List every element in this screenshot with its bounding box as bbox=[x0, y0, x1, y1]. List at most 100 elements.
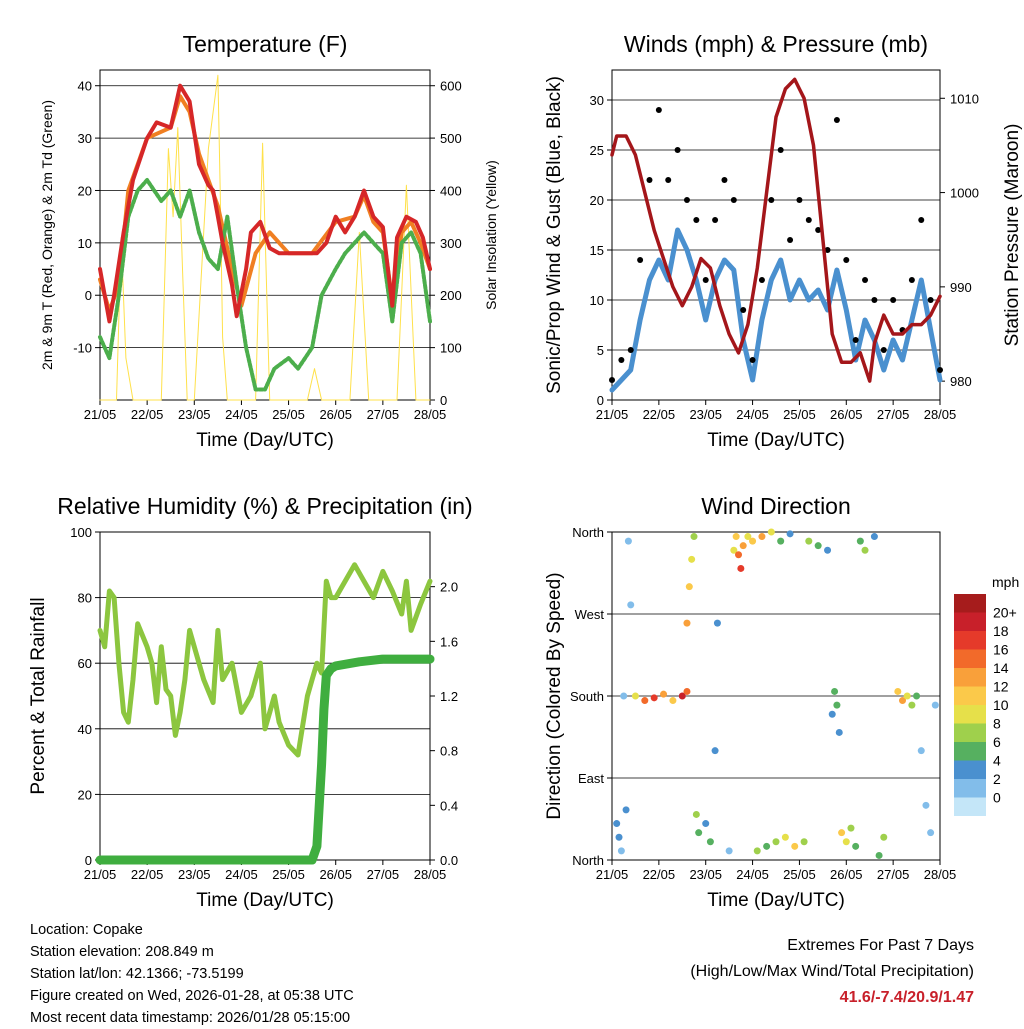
temperature-xtick-label: 24/05 bbox=[225, 407, 258, 422]
direction-ytick-label: East bbox=[578, 771, 604, 786]
direction-point bbox=[931, 701, 939, 709]
direction-xtick-label: 28/05 bbox=[924, 867, 957, 882]
direction-point bbox=[706, 838, 714, 846]
humidity-xtick-label: 28/05 bbox=[414, 867, 447, 882]
winds-gust-point bbox=[880, 347, 887, 353]
direction-point bbox=[833, 701, 841, 709]
direction-ytick-label: West bbox=[575, 607, 605, 622]
winds-series-wind bbox=[609, 227, 943, 393]
winds-gust-point bbox=[665, 177, 672, 183]
humidity-ylabel: Percent & Total Rainfall bbox=[28, 597, 49, 794]
winds-ytick-right-label: 990 bbox=[950, 280, 972, 295]
temperature-series-solar-insolation bbox=[99, 74, 431, 401]
temperature-ytick-right-label: 100 bbox=[440, 341, 462, 356]
direction-frame bbox=[611, 531, 941, 861]
direction-point bbox=[800, 838, 808, 846]
humidity-ytick-right-label: 1.2 bbox=[440, 689, 458, 704]
temperature-xtick-label: 25/05 bbox=[272, 407, 305, 422]
humidity-ytick-label: 100 bbox=[70, 525, 92, 540]
colorbar-swatch bbox=[954, 705, 986, 724]
humidity-xtick-label: 24/05 bbox=[225, 867, 258, 882]
direction-ytick-label: North bbox=[572, 525, 604, 540]
winds-xtick-label: 27/05 bbox=[877, 407, 910, 422]
direction-point bbox=[735, 551, 743, 559]
colorbar-label: 16 bbox=[993, 642, 1009, 658]
direction-point bbox=[732, 533, 740, 541]
temperature-series-9m-t bbox=[98, 94, 432, 313]
colorbar-label: 20+ bbox=[993, 605, 1017, 621]
direction-point bbox=[737, 564, 745, 572]
winds-gust-point bbox=[796, 197, 803, 203]
direction-point bbox=[824, 546, 832, 554]
winds-gust-point bbox=[890, 297, 897, 303]
colorbar-label: 0 bbox=[993, 790, 1001, 806]
colorbar-swatch bbox=[954, 594, 986, 613]
colorbar-swatch bbox=[954, 686, 986, 705]
temperature-series-2m-t bbox=[98, 83, 432, 324]
winds-xtick-label: 22/05 bbox=[643, 407, 676, 422]
humidity-ytick-label: 20 bbox=[78, 787, 92, 802]
winds-xtick-label: 21/05 bbox=[596, 407, 629, 422]
humidity-ytick-right-label: 2.0 bbox=[440, 580, 458, 595]
colorbar-swatch bbox=[954, 668, 986, 687]
temperature-ytick-right-label: 200 bbox=[440, 288, 462, 303]
winds-xtick-label: 24/05 bbox=[736, 407, 769, 422]
colorbar-label: 10 bbox=[993, 697, 1009, 713]
temperature-ytick-label: 40 bbox=[78, 79, 92, 94]
winds-ylabel: Sonic/Prop Wind & Gust (Blue, Black) bbox=[544, 76, 565, 394]
direction-point bbox=[749, 537, 757, 545]
winds-ytick-label: 15 bbox=[590, 243, 604, 258]
direction-xtick-label: 22/05 bbox=[643, 867, 676, 882]
winds-gust-point bbox=[655, 107, 662, 113]
direction-point bbox=[624, 537, 632, 545]
winds-gust-point bbox=[908, 277, 915, 283]
direction-point bbox=[753, 847, 761, 855]
temperature-ylabel: 2m & 9m T (Red, Orange) & 2m Td (Green) bbox=[39, 100, 55, 370]
direction-point bbox=[622, 806, 630, 814]
direction-point bbox=[856, 537, 864, 545]
direction-point bbox=[683, 619, 691, 627]
direction-point bbox=[838, 829, 846, 837]
winds-gust-point bbox=[693, 217, 700, 223]
direction-point bbox=[702, 820, 710, 828]
winds-gust-point bbox=[777, 147, 784, 153]
winds-frame bbox=[611, 69, 941, 401]
winds-ytick-label: 25 bbox=[590, 143, 604, 158]
direction-point bbox=[917, 747, 925, 755]
temperature-xtick-label: 27/05 bbox=[367, 407, 400, 422]
winds-gust-point bbox=[833, 117, 840, 123]
temperature-xtick-label: 26/05 bbox=[319, 407, 352, 422]
direction-point bbox=[786, 530, 794, 538]
direction-point bbox=[763, 842, 771, 850]
colorbar-swatch bbox=[954, 649, 986, 668]
direction-point bbox=[767, 528, 775, 536]
humidity-ytick-label: 40 bbox=[78, 722, 92, 737]
winds-xtick-label: 25/05 bbox=[783, 407, 816, 422]
humidity-xtick-label: 26/05 bbox=[319, 867, 352, 882]
direction-point bbox=[847, 824, 855, 832]
direction-point bbox=[683, 687, 691, 695]
winds-gust-point bbox=[927, 297, 934, 303]
data-timestamp-label: Most recent data timestamp: 2026/01/28 0… bbox=[30, 1010, 351, 1026]
winds-gust-point bbox=[712, 217, 719, 223]
direction-point bbox=[861, 546, 869, 554]
location-label: Location: Copake bbox=[30, 922, 143, 938]
colorbar-label: 18 bbox=[993, 623, 1009, 639]
winds-gust-point bbox=[683, 197, 690, 203]
direction-point bbox=[613, 820, 621, 828]
direction-point bbox=[828, 710, 836, 718]
winds-gust-point bbox=[918, 217, 925, 223]
direction-point bbox=[641, 697, 649, 705]
direction-point bbox=[781, 833, 789, 841]
direction-point bbox=[631, 692, 639, 700]
winds-xtick-label: 26/05 bbox=[830, 407, 863, 422]
winds-ytick-label: 0 bbox=[597, 393, 604, 408]
direction-point bbox=[835, 728, 843, 736]
winds-gust-point bbox=[749, 357, 756, 363]
temperature-xtick-label: 22/05 bbox=[131, 407, 164, 422]
humidity-series-relative-humidity bbox=[97, 562, 433, 758]
temperature-ytick-label: 30 bbox=[78, 131, 92, 146]
